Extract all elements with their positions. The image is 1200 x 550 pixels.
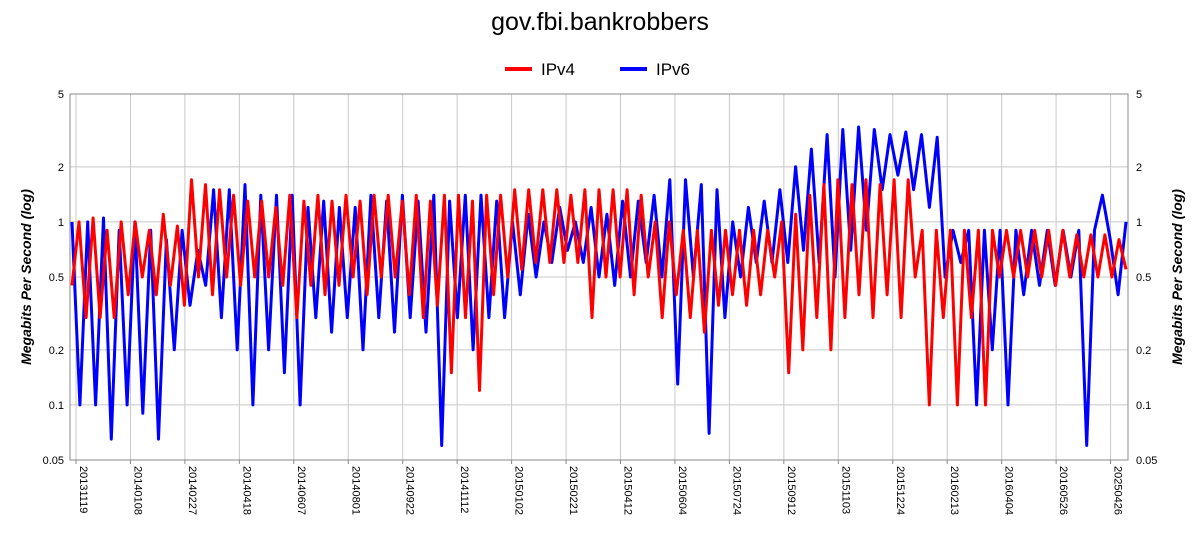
y-tick-label-left: 0.2 bbox=[49, 345, 64, 357]
y-axis-left-ticks: 0.05 0.1 0.2 0.5 1 2 5 bbox=[43, 89, 64, 467]
x-tick-label: 20140922 bbox=[404, 466, 416, 515]
x-tick-label: 20151103 bbox=[839, 466, 851, 514]
y-tick-label-right: 0.2 bbox=[1136, 345, 1151, 357]
x-tick-label: 20160213 bbox=[948, 466, 960, 515]
x-tick-label: 20140607 bbox=[295, 466, 307, 515]
y-tick-label-left: 0.5 bbox=[49, 272, 64, 284]
x-tick-label: 20150724 bbox=[730, 466, 742, 515]
y-axis-title-right: Megabits Per Second (log) bbox=[1169, 189, 1185, 365]
x-tick-label: 20150912 bbox=[785, 466, 797, 515]
plot-series bbox=[70, 125, 1128, 447]
x-tick-label: 20150102 bbox=[513, 466, 525, 515]
x-tick-label: 20160526 bbox=[1057, 466, 1069, 515]
y-axis-title-left: Megabits Per Second (log) bbox=[18, 189, 34, 365]
x-tick-label: 20140801 bbox=[349, 466, 361, 515]
y-tick-label-right: 0.5 bbox=[1136, 272, 1151, 284]
y-tick-label-right: 2 bbox=[1136, 162, 1142, 174]
x-tick-label: 20150221 bbox=[567, 466, 579, 515]
y-tick-label-left: 2 bbox=[58, 162, 64, 174]
legend-label-ipv6: IPv6 bbox=[656, 60, 690, 79]
y-tick-label-left: 0.1 bbox=[49, 400, 64, 412]
x-tick-label: 20250426 bbox=[1112, 466, 1124, 515]
x-tick-label: 20140108 bbox=[131, 466, 143, 515]
x-tick-label: 20141112 bbox=[458, 466, 470, 513]
x-axis-ticks: 20131119 20140108 20140227 20140418 20140607… bbox=[77, 466, 1124, 515]
x-tick-label: 20150604 bbox=[676, 466, 688, 515]
y-tick-label-right: 1 bbox=[1136, 217, 1142, 229]
x-tick-label: 20131119 bbox=[77, 466, 89, 513]
x-tick-label: 20160404 bbox=[1003, 466, 1015, 515]
legend: IPv4 IPv6 bbox=[505, 60, 690, 79]
x-tick-label: 20151224 bbox=[894, 466, 906, 515]
y-tick-label-right: 0.1 bbox=[1136, 400, 1151, 412]
plot-area-frame bbox=[69, 93, 1129, 461]
chart-title: gov.fbi.bankrobbers bbox=[491, 8, 709, 36]
y-tick-label-right: 0.05 bbox=[1136, 455, 1157, 467]
series-line-ipv4 bbox=[70, 178, 1128, 407]
y-tick-label-right: 5 bbox=[1136, 89, 1142, 101]
legend-label-ipv4: IPv4 bbox=[541, 60, 575, 79]
y-tick-label-left: 1 bbox=[58, 217, 64, 229]
y-axis-right-ticks: 0.05 0.1 0.2 0.5 1 2 5 bbox=[1136, 89, 1157, 467]
x-tick-label: 20140227 bbox=[186, 466, 198, 515]
x-tick-label: 20150412 bbox=[622, 466, 634, 515]
y-tick-label-left: 0.05 bbox=[43, 455, 64, 467]
x-tick-label: 20140418 bbox=[240, 466, 252, 515]
y-tick-label-left: 5 bbox=[58, 89, 64, 101]
